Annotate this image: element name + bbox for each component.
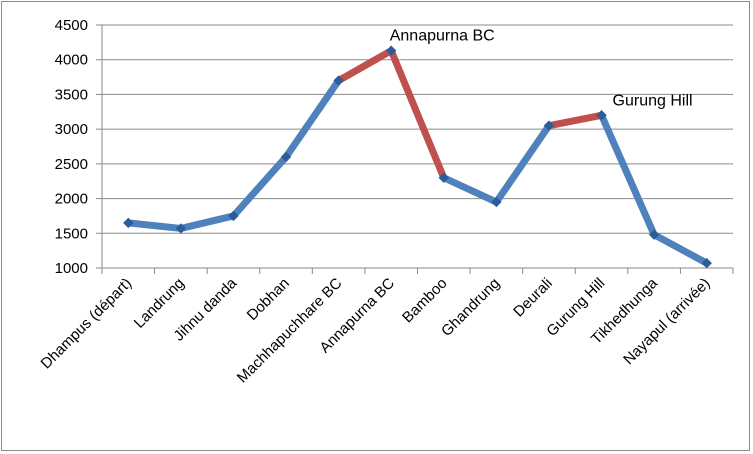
data-point <box>648 229 660 240</box>
series-segment <box>440 174 500 206</box>
y-tick-label: 3000 <box>55 121 88 138</box>
data-point <box>123 217 134 229</box>
series-segment <box>492 122 553 206</box>
series-segment <box>650 231 711 267</box>
y-tick-label: 4500 <box>55 17 88 34</box>
axes <box>101 25 734 274</box>
series-markers <box>123 45 712 269</box>
data-point <box>543 120 555 131</box>
data-point <box>175 223 187 234</box>
data-point <box>596 110 607 121</box>
x-tick-label: Bamboo <box>399 275 451 327</box>
y-tick-label: 1500 <box>55 225 88 242</box>
gridlines <box>96 24 733 269</box>
x-tick-label: Dhampus (départ) <box>38 275 136 373</box>
x-tick-label: Dobhan <box>244 275 293 324</box>
y-tick-label: 3500 <box>55 86 88 103</box>
series-segment <box>177 212 237 232</box>
series-segment <box>124 219 185 232</box>
data-point <box>386 45 397 56</box>
series-segment <box>598 111 658 239</box>
y-tick-label: 1000 <box>55 260 88 277</box>
series-segment-highlight <box>335 47 395 85</box>
y-tick-label: 2500 <box>55 156 88 173</box>
annotations: Annapurna BC Gurung Hill <box>390 28 693 110</box>
annotation-label: Gurung Hill <box>613 92 693 109</box>
x-tick-label: Deurali <box>510 275 556 321</box>
data-point <box>333 75 344 86</box>
series-segment-highlight <box>387 47 448 182</box>
y-tick-label: 4000 <box>55 52 88 69</box>
x-tick-label: Machhapuchhare BC <box>234 275 346 387</box>
y-tick-label: 2000 <box>55 191 88 208</box>
y-axis-tick-labels: 1000 1500 2000 2500 3000 3500 4000 4500 <box>55 17 88 277</box>
data-point <box>280 151 292 163</box>
annotation-label: Annapurna BC <box>390 28 495 45</box>
series-segment-highlight <box>545 111 606 130</box>
series-segment <box>282 77 343 161</box>
data-point <box>228 210 239 222</box>
data-point <box>438 172 449 183</box>
series-line-segments <box>124 47 711 267</box>
data-point <box>491 196 502 208</box>
series-segment <box>229 153 290 220</box>
data-point <box>701 257 712 269</box>
